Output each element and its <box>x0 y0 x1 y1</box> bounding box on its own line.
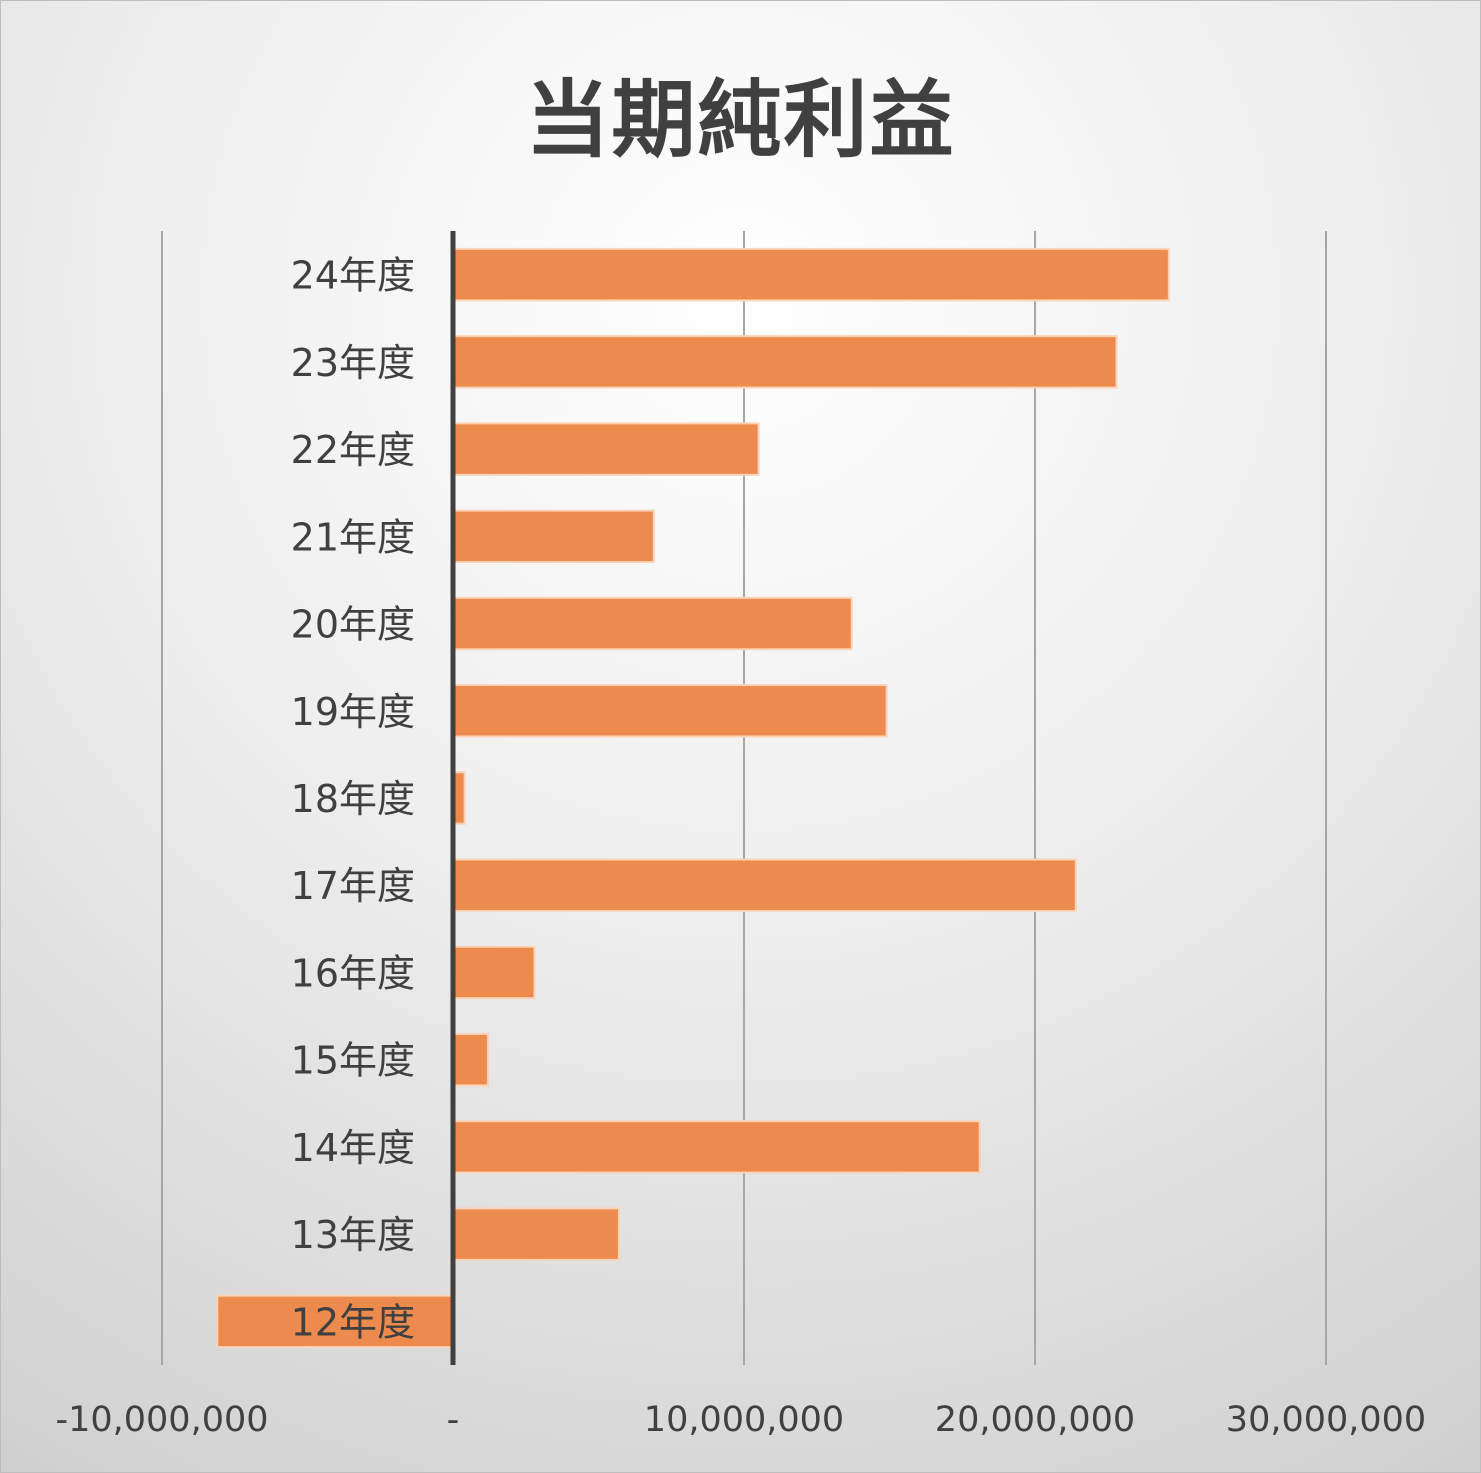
chart-title: 当期純利益 <box>525 71 956 169</box>
bar-8 <box>452 945 536 1000</box>
x-tick-label-0: -10,000,000 <box>55 1400 268 1440</box>
bar-11 <box>452 1207 620 1261</box>
category-label-5: 19年度 <box>291 690 415 734</box>
category-label-7: 17年度 <box>291 864 415 908</box>
bar-4 <box>452 596 853 651</box>
x-tick-label-4: 30,000,000 <box>1226 1400 1426 1440</box>
bar-0 <box>452 247 1170 302</box>
category-label-4: 20年度 <box>291 603 415 647</box>
x-tick-label-3: 20,000,000 <box>935 1400 1135 1440</box>
bar-10 <box>452 1120 981 1174</box>
bar-2 <box>452 422 760 476</box>
category-label-11: 13年度 <box>291 1213 415 1257</box>
category-label-2: 22年度 <box>291 428 415 472</box>
category-label-6: 18年度 <box>291 777 415 821</box>
category-label-12: 12年度 <box>291 1300 415 1344</box>
bar-5 <box>452 684 888 738</box>
bar-3 <box>452 509 655 564</box>
bar-7 <box>452 858 1077 912</box>
bar-1 <box>452 335 1118 389</box>
x-tick-label-2: 10,000,000 <box>644 1400 844 1440</box>
category-label-8: 16年度 <box>291 951 415 995</box>
category-label-9: 15年度 <box>291 1039 415 1083</box>
category-label-10: 14年度 <box>291 1126 415 1170</box>
category-label-1: 23年度 <box>291 341 415 385</box>
x-tick-label-1: - <box>447 1400 460 1440</box>
category-label-0: 24年度 <box>291 254 415 298</box>
bar-12 <box>216 1294 454 1349</box>
bar-9 <box>452 1032 489 1087</box>
category-label-3: 21年度 <box>291 515 415 559</box>
